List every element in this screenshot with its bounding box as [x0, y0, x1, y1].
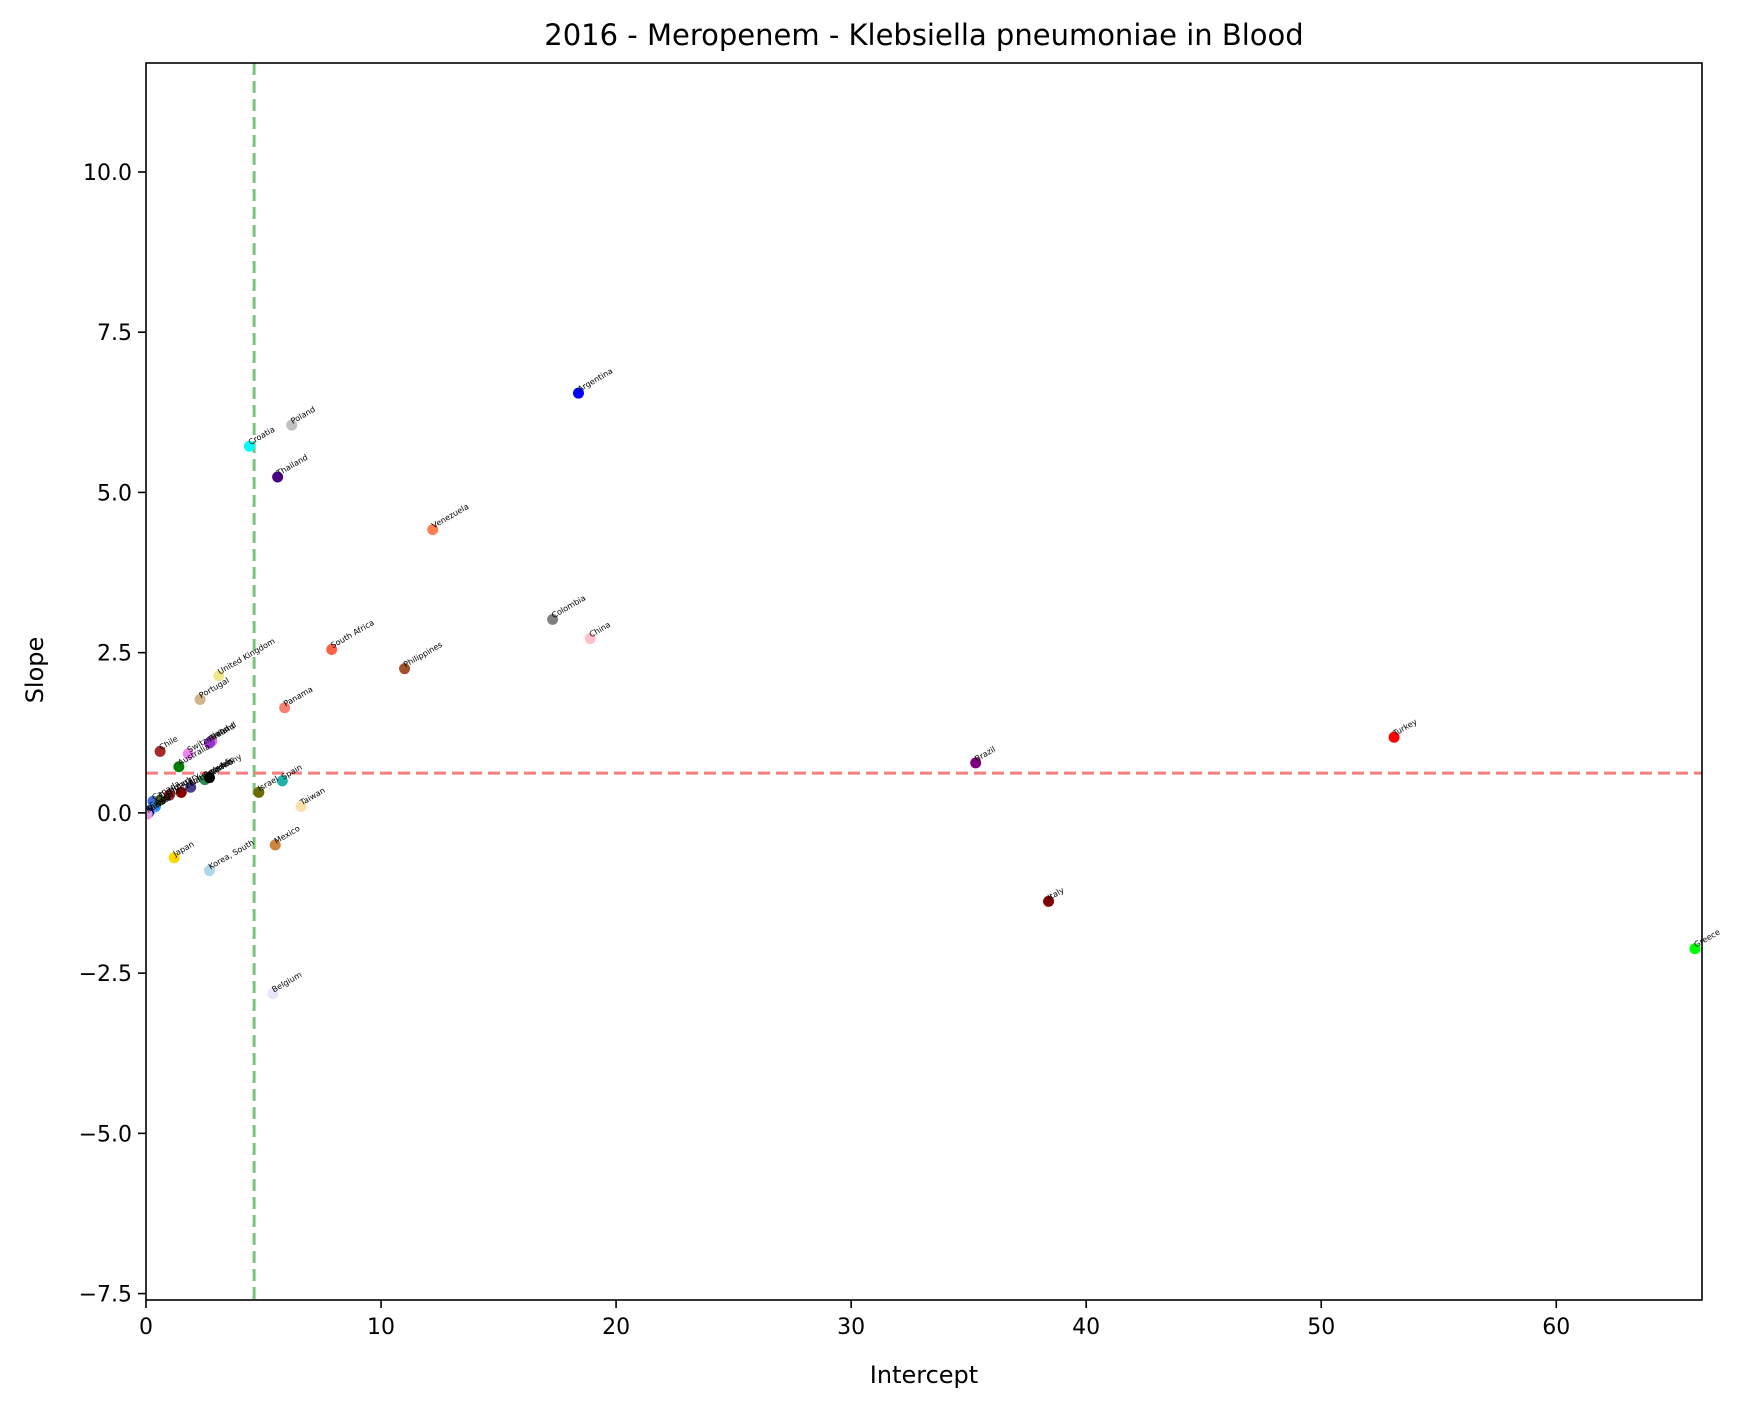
data-point	[185, 781, 197, 793]
data-point	[269, 839, 281, 851]
x-tick-label: 0	[139, 1315, 153, 1340]
data-point	[164, 789, 176, 801]
y-tick-label: 10.0	[83, 161, 132, 186]
data-point	[154, 745, 166, 757]
data-point	[326, 643, 338, 655]
data-point	[584, 633, 596, 645]
data-point	[295, 800, 307, 812]
data-point	[1388, 731, 1400, 743]
x-axis-title: Intercept	[870, 1361, 978, 1389]
data-point	[194, 693, 206, 705]
data-point	[154, 794, 166, 806]
data-point	[203, 865, 215, 877]
x-tick-label: 40	[1072, 1315, 1100, 1340]
data-point	[1043, 895, 1055, 907]
x-tick-label: 50	[1307, 1315, 1335, 1340]
data-point	[168, 852, 180, 864]
data-point	[146, 808, 153, 820]
data-point	[970, 757, 982, 769]
x-tick-label: 30	[837, 1315, 865, 1340]
data-point	[276, 775, 288, 787]
data-point	[175, 786, 187, 798]
data-point	[272, 471, 284, 483]
data-point	[243, 440, 255, 452]
y-tick-label: 2.5	[97, 642, 132, 667]
data-point	[572, 387, 584, 399]
data-point	[253, 786, 265, 798]
y-tick-label: 0.0	[97, 802, 132, 827]
chart-title: 2016 - Meropenem - Klebsiella pneumoniae…	[544, 18, 1303, 52]
data-point	[182, 748, 194, 760]
y-tick-label: −5.0	[79, 1122, 132, 1147]
data-point	[279, 702, 291, 714]
x-tick-label: 10	[367, 1315, 395, 1340]
y-tick-label: −7.5	[79, 1283, 132, 1308]
y-axis-title: Slope	[21, 637, 49, 704]
data-point	[203, 772, 215, 784]
data-point	[427, 524, 439, 536]
data-point	[267, 988, 279, 1000]
data-point	[547, 613, 559, 625]
y-tick-label: 7.5	[97, 321, 132, 346]
x-tick-label: 20	[602, 1315, 630, 1340]
plot-frame	[145, 62, 1703, 1301]
plot-content	[146, 63, 1702, 1300]
data-point	[1689, 943, 1701, 955]
x-tick-label: 60	[1542, 1315, 1570, 1340]
data-point	[213, 670, 225, 682]
data-point	[286, 419, 298, 431]
data-point	[173, 761, 185, 773]
y-tick-label: 5.0	[97, 481, 132, 506]
data-point	[399, 663, 411, 675]
data-point	[203, 737, 215, 749]
y-tick-label: −2.5	[79, 962, 132, 987]
